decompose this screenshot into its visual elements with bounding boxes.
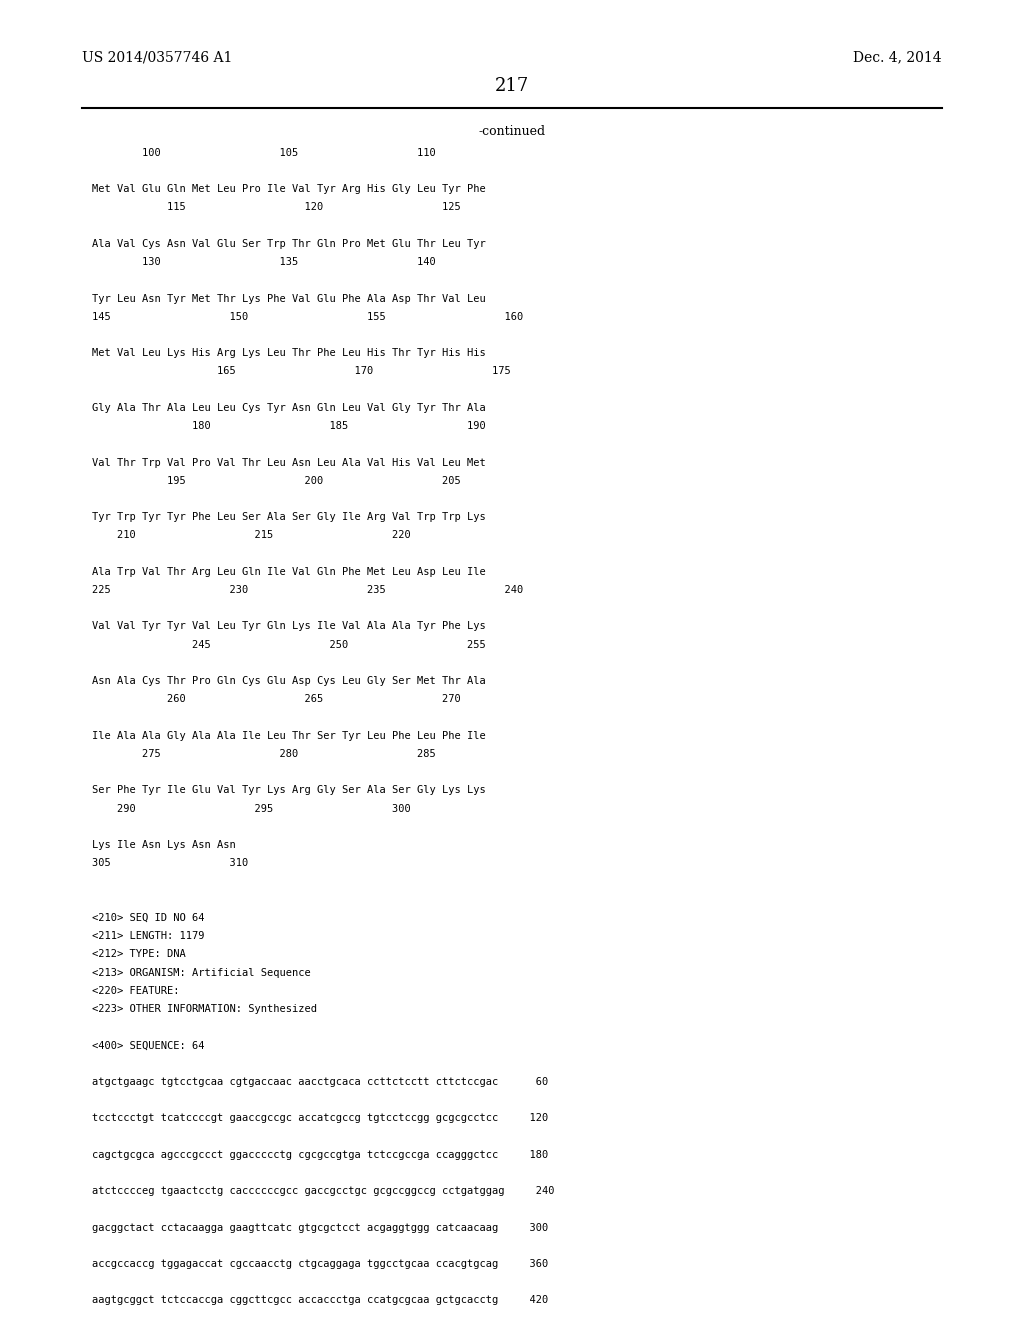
Text: Ser Phe Tyr Ile Glu Val Tyr Lys Arg Gly Ser Ala Ser Gly Lys Lys: Ser Phe Tyr Ile Glu Val Tyr Lys Arg Gly … [92, 785, 486, 796]
Text: -continued: -continued [478, 125, 546, 139]
Text: Ile Ala Ala Gly Ala Ala Ile Leu Thr Ser Tyr Leu Phe Leu Phe Ile: Ile Ala Ala Gly Ala Ala Ile Leu Thr Ser … [92, 731, 486, 741]
Text: Val Thr Trp Val Pro Val Thr Leu Asn Leu Ala Val His Val Leu Met: Val Thr Trp Val Pro Val Thr Leu Asn Leu … [92, 458, 486, 467]
Text: <213> ORGANISM: Artificial Sequence: <213> ORGANISM: Artificial Sequence [92, 968, 311, 978]
Text: <211> LENGTH: 1179: <211> LENGTH: 1179 [92, 931, 205, 941]
Text: 165                   170                   175: 165 170 175 [92, 367, 511, 376]
Text: <210> SEQ ID NO 64: <210> SEQ ID NO 64 [92, 913, 205, 923]
Text: Ala Val Cys Asn Val Glu Ser Trp Thr Gln Pro Met Glu Thr Leu Tyr: Ala Val Cys Asn Val Glu Ser Trp Thr Gln … [92, 239, 486, 249]
Text: 130                   135                   140: 130 135 140 [92, 257, 436, 267]
Text: Met Val Glu Gln Met Leu Pro Ile Val Tyr Arg His Gly Leu Tyr Phe: Met Val Glu Gln Met Leu Pro Ile Val Tyr … [92, 185, 486, 194]
Text: Met Val Leu Lys His Arg Lys Leu Thr Phe Leu His Thr Tyr His His: Met Val Leu Lys His Arg Lys Leu Thr Phe … [92, 348, 486, 358]
Text: accgccaccg tggagaccat cgccaacctg ctgcaggaga tggcctgcaa ccacgtgcag     360: accgccaccg tggagaccat cgccaacctg ctgcagg… [92, 1259, 549, 1269]
Text: cagctgcgca agcccgccct ggaccccctg cgcgccgtga tctccgccga ccagggctcc     180: cagctgcgca agcccgccct ggaccccctg cgcgccg… [92, 1150, 549, 1160]
Text: 260                   265                   270: 260 265 270 [92, 694, 461, 705]
Text: 210                   215                   220: 210 215 220 [92, 531, 411, 540]
Text: aagtgcggct tctccaccga cggcttcgcc accaccctga ccatgcgcaa gctgcacctg     420: aagtgcggct tctccaccga cggcttcgcc accaccc… [92, 1295, 549, 1305]
Text: 217: 217 [495, 77, 529, 95]
Text: <220> FEATURE:: <220> FEATURE: [92, 986, 179, 995]
Text: Ala Trp Val Thr Arg Leu Gln Ile Val Gln Phe Met Leu Asp Leu Ile: Ala Trp Val Thr Arg Leu Gln Ile Val Gln … [92, 566, 486, 577]
Text: 225                   230                   235                   240: 225 230 235 240 [92, 585, 523, 595]
Text: tcctccctgt tcatccccgt gaaccgccgc accatcgccg tgtcctccgg gcgcgcctcc     120: tcctccctgt tcatccccgt gaaccgccgc accatcg… [92, 1113, 549, 1123]
Text: gacggctact cctacaagga gaagttcatc gtgcgctcct acgaggtggg catcaacaag     300: gacggctact cctacaagga gaagttcatc gtgcgct… [92, 1222, 549, 1233]
Text: US 2014/0357746 A1: US 2014/0357746 A1 [82, 50, 232, 65]
Text: Asn Ala Cys Thr Pro Gln Cys Glu Asp Cys Leu Gly Ser Met Thr Ala: Asn Ala Cys Thr Pro Gln Cys Glu Asp Cys … [92, 676, 486, 686]
Text: Dec. 4, 2014: Dec. 4, 2014 [853, 50, 942, 65]
Text: 290                   295                   300: 290 295 300 [92, 804, 411, 813]
Text: 245                   250                   255: 245 250 255 [92, 640, 486, 649]
Text: 275                   280                   285: 275 280 285 [92, 748, 436, 759]
Text: <223> OTHER INFORMATION: Synthesized: <223> OTHER INFORMATION: Synthesized [92, 1005, 317, 1014]
Text: Tyr Leu Asn Tyr Met Thr Lys Phe Val Glu Phe Ala Asp Thr Val Leu: Tyr Leu Asn Tyr Met Thr Lys Phe Val Glu … [92, 293, 486, 304]
Text: atgctgaagc tgtcctgcaa cgtgaccaac aacctgcaca ccttctcctt cttctccgac      60: atgctgaagc tgtcctgcaa cgtgaccaac aacctgc… [92, 1077, 549, 1086]
Text: 305                   310: 305 310 [92, 858, 249, 869]
Text: <400> SEQUENCE: 64: <400> SEQUENCE: 64 [92, 1040, 205, 1051]
Text: atctcccceg tgaactcctg caccccccgcc gaccgcctgc gcgccggccg cctgatggag     240: atctcccceg tgaactcctg caccccccgcc gaccgc… [92, 1187, 555, 1196]
Text: Tyr Trp Tyr Tyr Phe Leu Ser Ala Ser Gly Ile Arg Val Trp Trp Lys: Tyr Trp Tyr Tyr Phe Leu Ser Ala Ser Gly … [92, 512, 486, 523]
Text: 180                   185                   190: 180 185 190 [92, 421, 486, 432]
Text: 145                   150                   155                   160: 145 150 155 160 [92, 312, 523, 322]
Text: 115                   120                   125: 115 120 125 [92, 202, 461, 213]
Text: Val Val Tyr Tyr Val Leu Tyr Gln Lys Ile Val Ala Ala Tyr Phe Lys: Val Val Tyr Tyr Val Leu Tyr Gln Lys Ile … [92, 622, 486, 631]
Text: 195                   200                   205: 195 200 205 [92, 475, 461, 486]
Text: 100                   105                   110: 100 105 110 [92, 148, 436, 158]
Text: <212> TYPE: DNA: <212> TYPE: DNA [92, 949, 186, 960]
Text: Gly Ala Thr Ala Leu Leu Cys Tyr Asn Gln Leu Val Gly Tyr Thr Ala: Gly Ala Thr Ala Leu Leu Cys Tyr Asn Gln … [92, 403, 486, 413]
Text: Lys Ile Asn Lys Asn Asn: Lys Ile Asn Lys Asn Asn [92, 840, 236, 850]
